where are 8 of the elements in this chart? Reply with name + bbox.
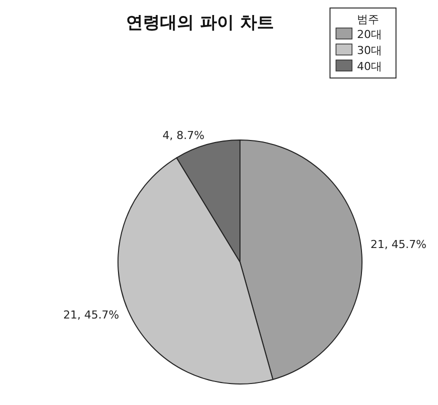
legend-label: 30대 (357, 44, 382, 57)
data-label: 21, 45.7% (63, 308, 120, 322)
legend-label: 40대 (357, 60, 382, 73)
data-label: 4, 8.7% (162, 129, 204, 142)
data-label: 21, 45.7% (370, 238, 426, 252)
legend-title: 범주 (357, 13, 379, 26)
legend-label: 20대 (357, 28, 382, 41)
chart-title: 연령대의 파이 차트 (126, 13, 274, 33)
